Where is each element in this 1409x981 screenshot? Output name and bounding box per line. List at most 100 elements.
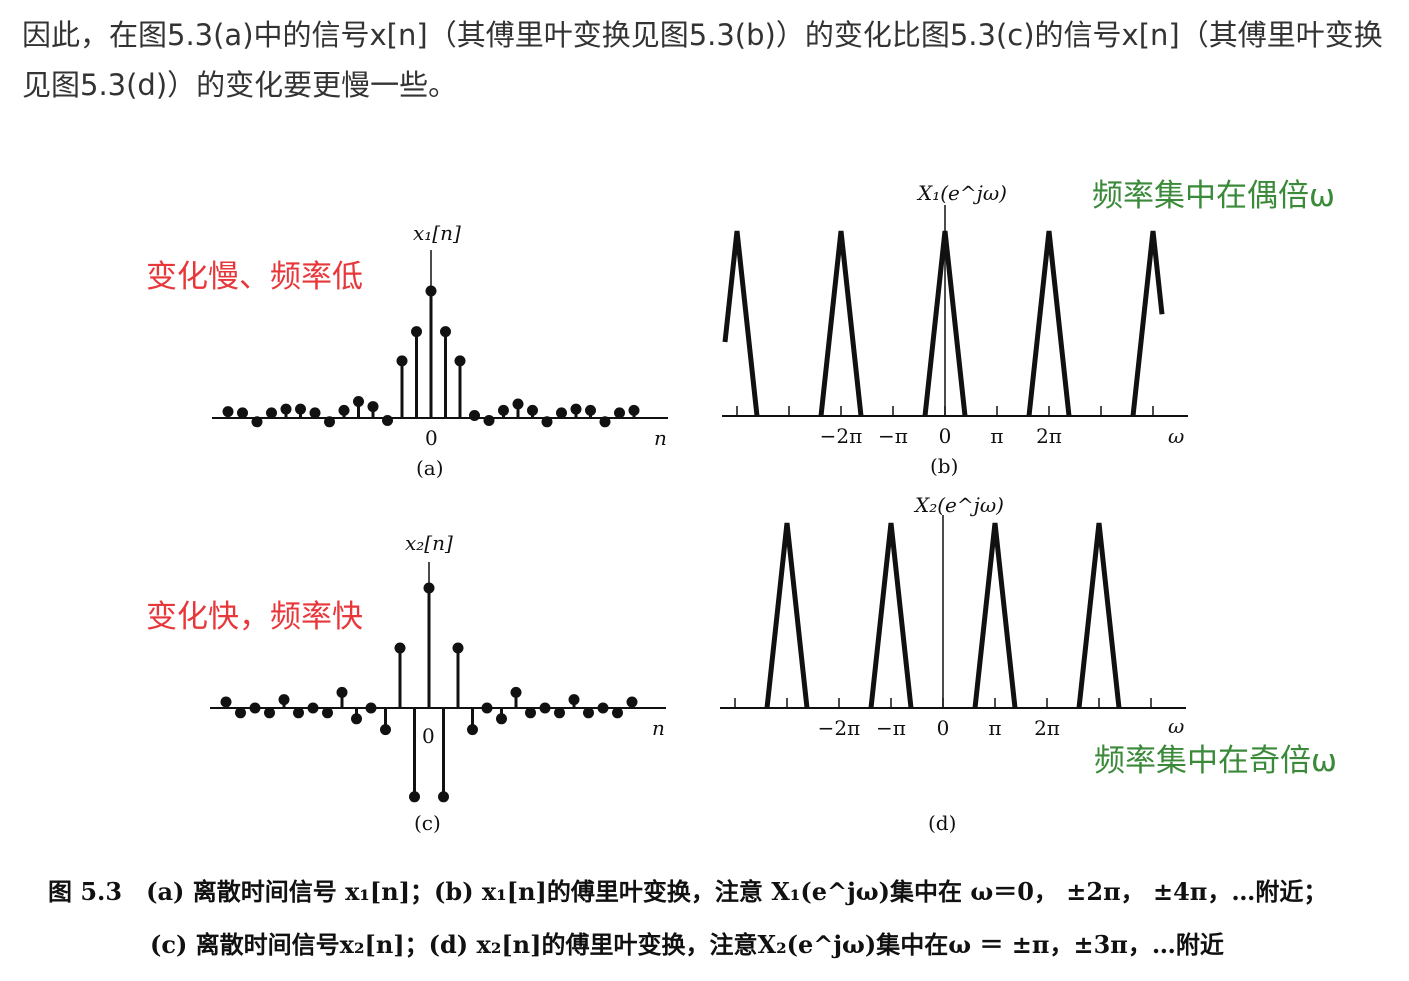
panel-a-stem [353,395,364,418]
panel-a-stem [324,416,335,428]
panel-d-spectrum-peak [1076,522,1122,709]
panel-a-stem-dot [295,403,306,415]
panel-a-stem-dot [527,404,538,416]
panel-a-stem-dot [599,416,611,428]
panel-a-stem [338,404,350,418]
panel-a-stem-dot [222,406,234,418]
panel-a-stem-dot [411,326,422,338]
panel-a-stems [222,285,640,428]
panel-b-spectrum-peak [722,230,760,417]
panel-a-stem-dot [251,416,263,428]
panel-a-stem-dot [498,404,509,416]
annotation-fast: 变化快，频率快 [146,599,363,635]
panel-a-stem [498,404,509,418]
panel-b-tick-label: 2π [1036,424,1062,448]
panel-c-stem-dot [365,702,377,714]
panel-c-stem [278,694,290,708]
panel-c-stem-dot [525,707,536,719]
panel-c-stem [612,707,623,719]
panel-a-stem [411,326,422,418]
panel-c-stem [394,642,406,708]
panel-a-stem [614,407,625,419]
panel-a-stem [556,407,567,419]
panel-a-stem [396,355,408,418]
panel-a-stem-dot [396,355,408,367]
panel-c-signal-label: x₂[n] [405,531,453,555]
intro-paragraph: 因此，在图5.3(a)中的信号x[n]（其傅里叶变换见图5.3(b)）的变化比图… [22,18,1383,102]
panel-a-stem-dot [585,404,596,416]
panel-c-stem [365,702,377,714]
panel-c-stem-dot [278,694,290,706]
panel-b-tick-label: −π [878,424,908,448]
panel-a-stem-dot [512,398,524,410]
panel-c-stem-dot [568,694,580,706]
panel-c-stem-dot [351,713,362,725]
panel-b-sub-label: (b) [930,454,958,478]
panel-b-tick-label: 0 [939,424,952,448]
panel-c-origin-label: 0 [422,724,435,748]
panel-d-tick-label: 0 [937,716,950,740]
panel-b-triangles [722,230,1165,417]
panel-a-stem-dot [280,403,292,415]
panel-a-stem-dot [614,407,625,419]
panel-c-stem-dot [264,707,275,719]
panel-c-sub-label: (c) [414,811,441,835]
panel-c-stem-dot [438,791,449,803]
panel-d-spectrum-peak [764,522,810,709]
panel-c-stem [597,702,609,714]
panel-a-stem-dot [556,407,567,419]
panel-a-stem [599,416,611,428]
panel-a-stem [512,398,524,418]
panel-d-x2-spectrum: −2π −π 0 π 2π X₂(e^jω) ω (d) [720,493,1186,835]
panel-d-tick-label: −2π [818,716,861,740]
panel-a-stem-dot [469,409,480,421]
panel-a-stem [251,416,263,428]
panel-c-stem [626,696,638,708]
panel-d-tick-label: −π [876,716,906,740]
panel-a-stem-dot [353,395,364,407]
panel-c-stem [380,708,391,736]
panel-c-stem [307,702,319,714]
panel-c-stem [336,686,348,708]
panel-c-stem-dot [452,642,464,654]
panel-a-stem [295,403,306,418]
panel-d-triangles [764,522,1122,709]
panel-c-stems [220,582,638,803]
panel-a-stem [367,401,379,418]
annotation-even: 频率集中在偶倍ω [1092,178,1335,214]
panel-a-signal-label: x₁[n] [413,221,461,245]
panel-c-stem-dot [235,707,246,719]
panel-b-spectrum-peak [818,230,864,417]
panel-a-stem [541,416,553,428]
panel-a-stem [454,355,466,418]
panel-a-stem [382,415,393,427]
panel-b-tick-label: π [990,424,1003,448]
panel-c-stem [235,707,246,719]
panel-a-stem-dot [570,403,582,415]
panel-c-stem-dot [336,686,348,698]
annotation-odd: 频率集中在奇倍ω [1094,743,1337,779]
panel-c-stem [554,707,565,719]
panel-a-stem [628,404,640,418]
panel-a-stem-dot [266,407,277,419]
panel-a-sub-label: (a) [416,456,444,480]
panel-a-stem-dot [440,326,451,338]
panel-c-stem-dot [496,713,507,725]
panel-c-stem [452,642,464,708]
panel-c-stem-dot [307,702,319,714]
panel-c-stem [583,707,594,719]
panel-a-stem-dot [541,416,553,428]
panel-c-stem [220,696,232,708]
panel-a-stem [266,407,277,419]
panel-a-stem [237,407,248,419]
panel-b-signal-label: X₁(e^jω) [916,181,1007,205]
panel-c-stem [293,707,304,719]
panel-a-stem [469,409,480,421]
panel-c-stem-dot [394,642,406,654]
panel-d-tick-label: π [988,716,1001,740]
panel-c-stem [539,702,551,714]
panel-c-stem-dot [293,707,304,719]
panel-c-stem-dot [626,696,638,708]
panel-c-stem [264,707,275,719]
